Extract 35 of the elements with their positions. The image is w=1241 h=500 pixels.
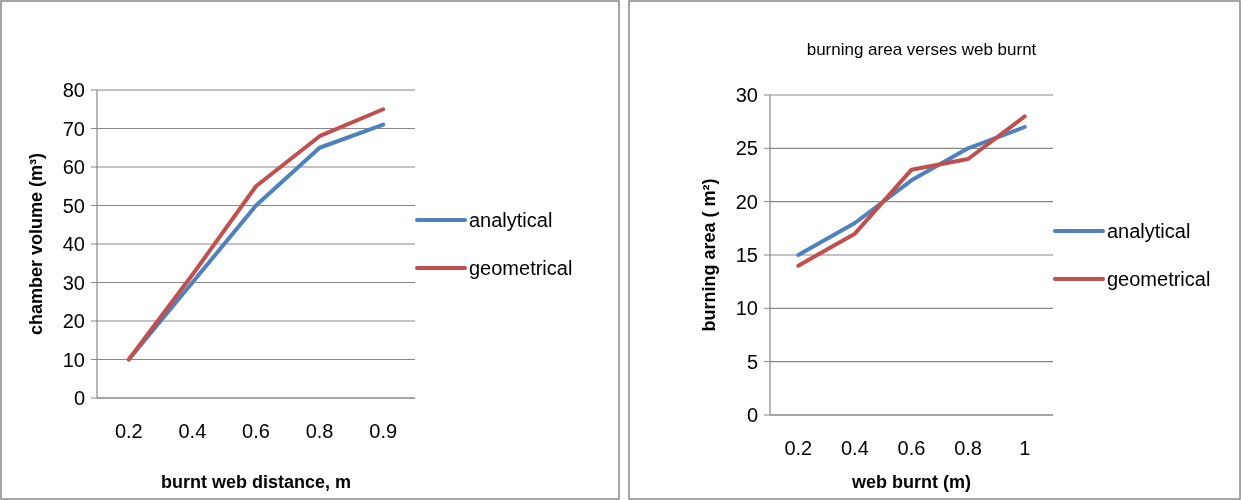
y-tick-label: 70	[62, 117, 85, 140]
x-tick-label: 0.4	[840, 437, 869, 459]
legend-label: geometrical	[1107, 268, 1211, 290]
y-tick-label: 80	[62, 79, 85, 101]
x-tick-label: 0.8	[305, 420, 334, 442]
x-tick-label: 0.6	[242, 420, 270, 442]
chart-title: burning area verses web burnt	[806, 40, 1037, 59]
x-tick-label: 0.6	[897, 437, 926, 459]
y-tick-label: 10	[62, 348, 85, 371]
y-tick-label: 15	[735, 244, 758, 266]
y-tick-label: 20	[62, 310, 85, 332]
y-tick-label: 30	[735, 84, 758, 106]
x-tick-label: 0.2	[114, 420, 143, 442]
x-tick-label: 1	[1019, 437, 1031, 459]
y-tick-label: 30	[62, 271, 85, 294]
x-tick-label: 0.2	[784, 437, 813, 459]
y-axis-title: burning area ( m²)	[699, 178, 719, 332]
y-axis-title: chamber volume (m³)	[26, 152, 46, 336]
y-tick-label: 40	[62, 233, 85, 255]
x-tick-label: 0.4	[178, 420, 207, 442]
legend-label: geometrical	[469, 257, 573, 279]
x-tick-label: 0.8	[954, 437, 983, 459]
x-axis-title: burnt web distance, m	[160, 472, 352, 492]
y-tick-label: 60	[62, 156, 85, 178]
y-tick-label: 20	[735, 190, 758, 213]
y-tick-label: 0	[746, 404, 758, 426]
y-tick-label: 25	[735, 137, 758, 160]
y-tick-label: 5	[746, 350, 758, 373]
legend-label: analytical	[469, 209, 553, 231]
legend-label: analytical	[1107, 220, 1191, 242]
x-axis-title: web burnt (m)	[851, 472, 971, 492]
y-tick-label: 50	[62, 194, 85, 217]
x-tick-label: 0.9	[369, 420, 398, 442]
y-tick-label: 0	[73, 387, 85, 409]
y-tick-label: 10	[735, 297, 758, 320]
